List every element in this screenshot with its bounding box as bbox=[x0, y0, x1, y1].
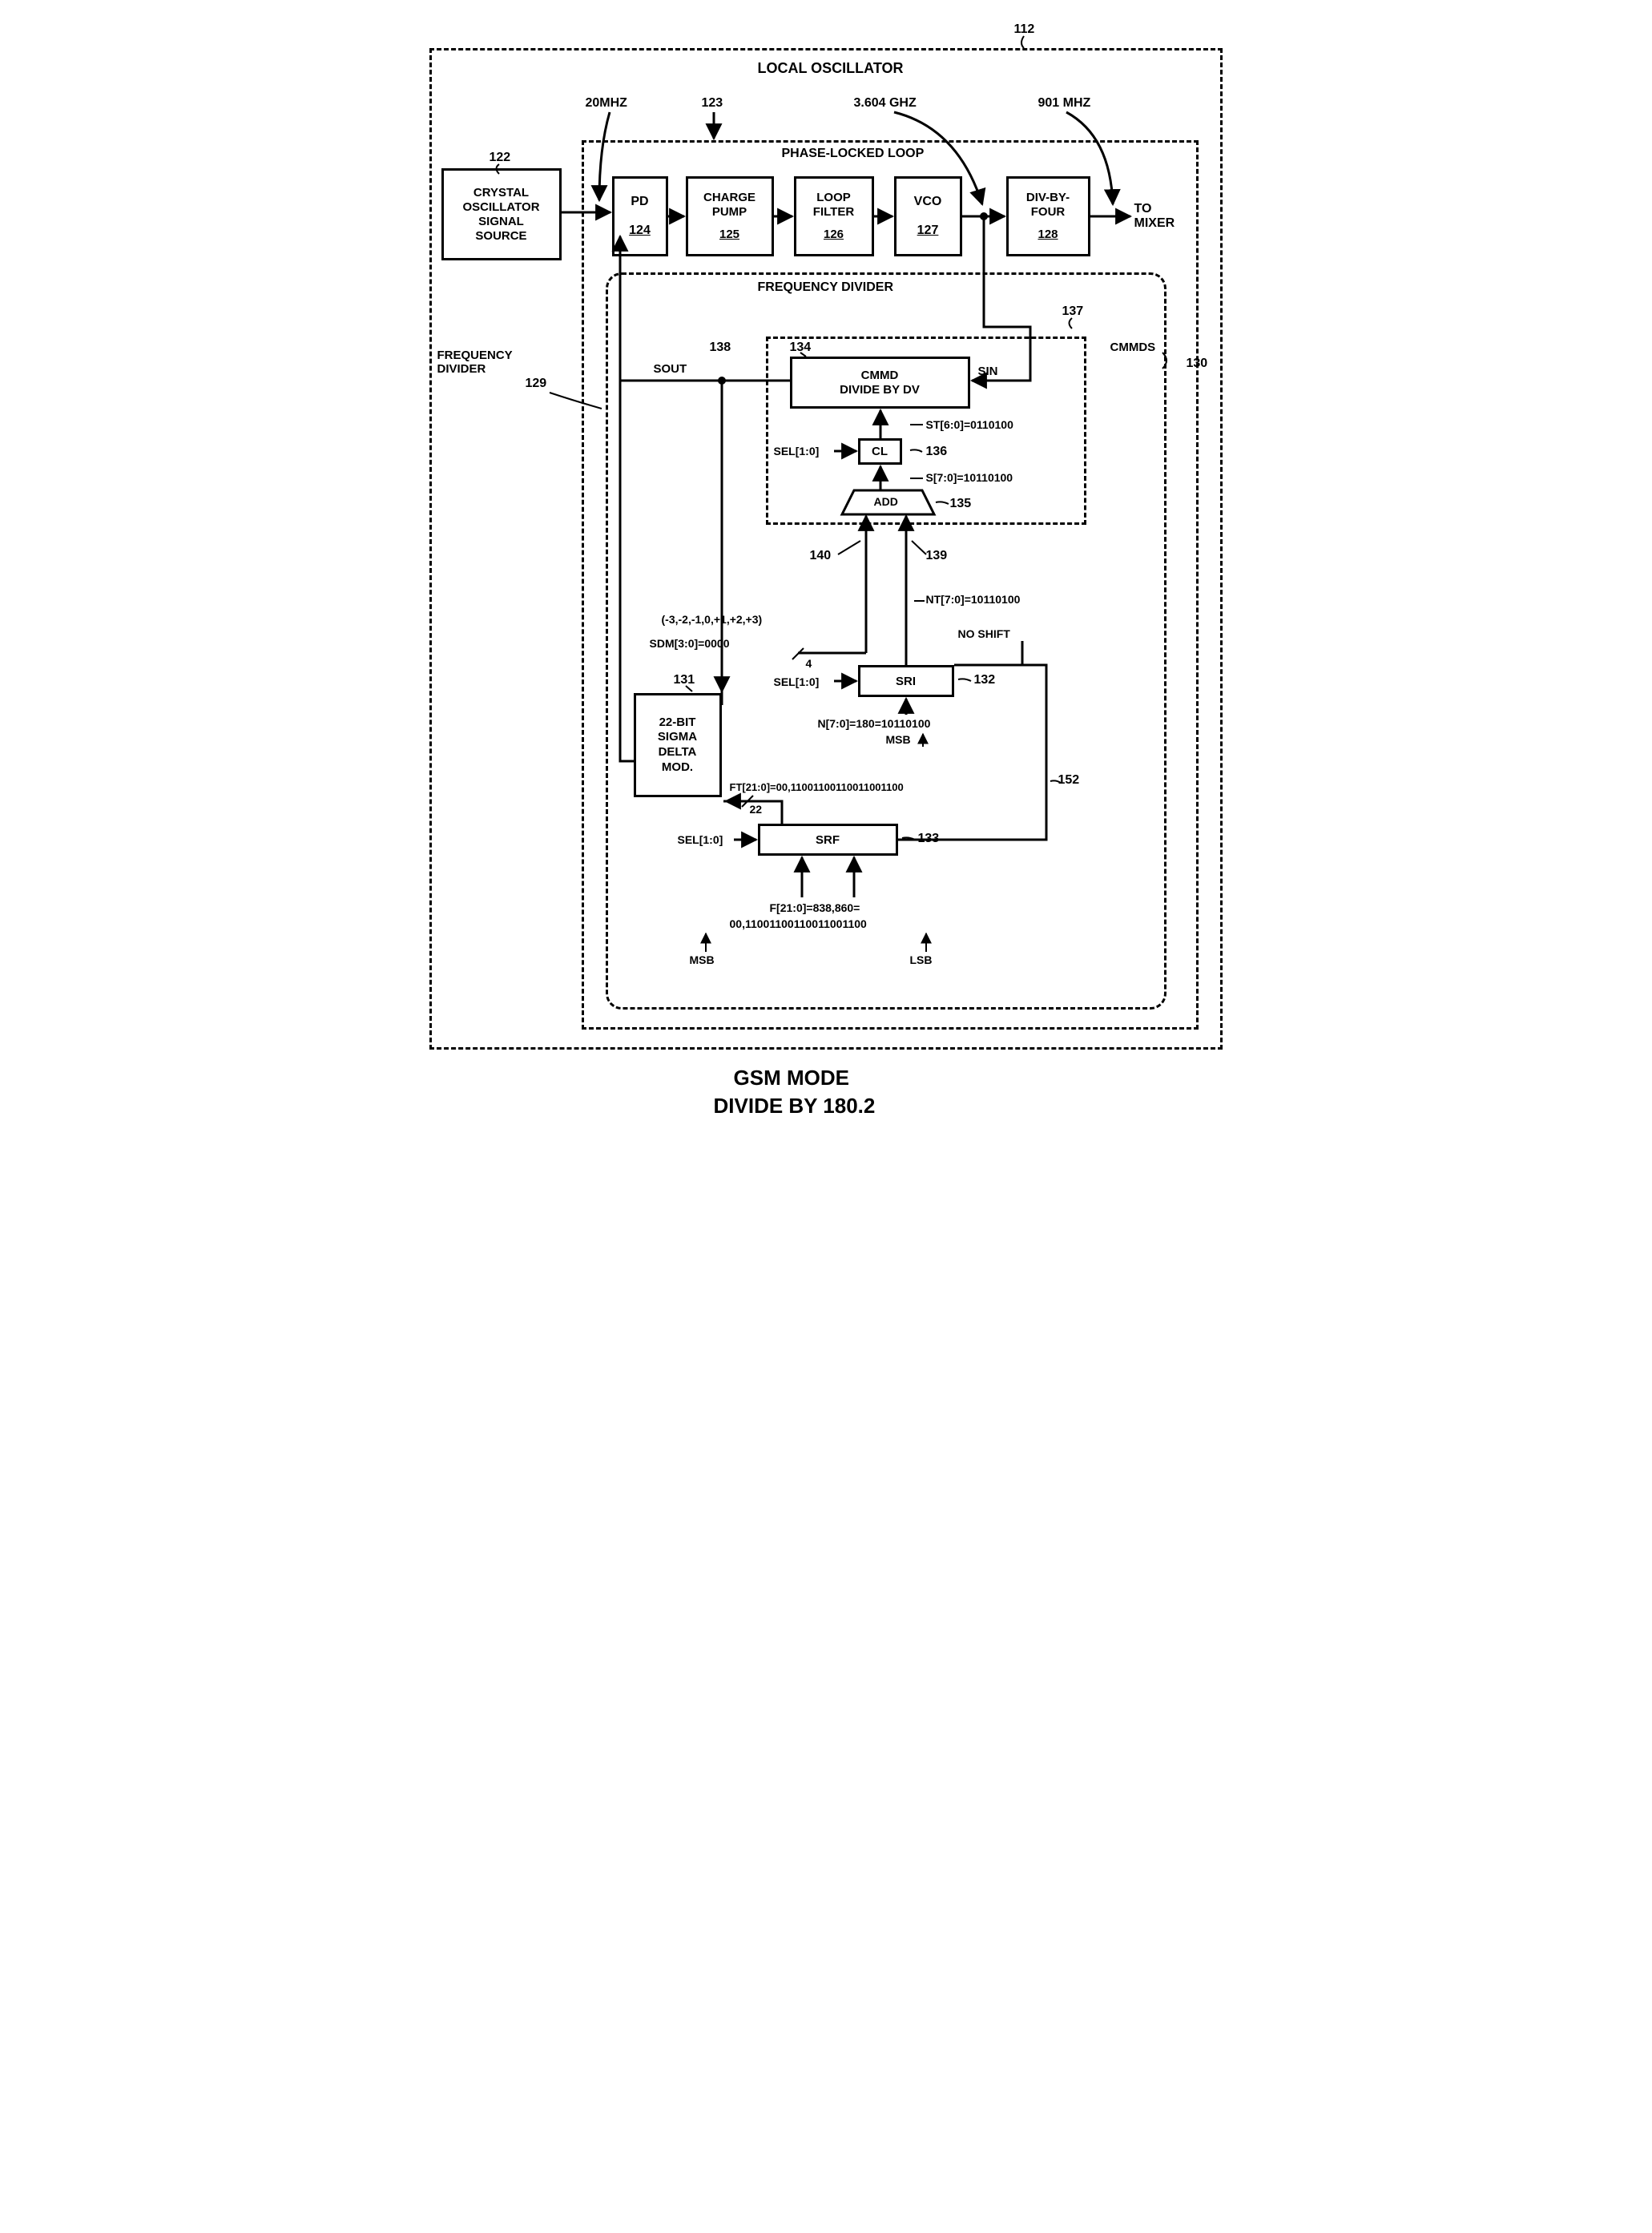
n70-label: N[7:0]=180=10110100 bbox=[818, 717, 931, 730]
ref-138: 138 bbox=[710, 341, 731, 355]
ref-123: 123 bbox=[702, 96, 723, 111]
add-text: ADD bbox=[874, 495, 898, 508]
st-label: ST[6:0]=0110100 bbox=[926, 418, 1013, 431]
footer2: DIVIDE BY 180.2 bbox=[714, 1094, 876, 1119]
tomixer-text: TOMIXER bbox=[1134, 202, 1175, 231]
ref-136: 136 bbox=[926, 445, 948, 459]
label-901mhz: 901 MHZ bbox=[1038, 96, 1091, 111]
crystal-osc-text: CRYSTALOSCILLATORSIGNALSOURCE bbox=[462, 186, 539, 244]
ref-112: 112 bbox=[1014, 22, 1035, 37]
ref-152: 152 bbox=[1058, 773, 1080, 788]
sout-label: SOUT bbox=[654, 362, 687, 376]
pd-text: PD bbox=[631, 195, 648, 209]
srf-box: SRF bbox=[758, 824, 898, 856]
ref-137: 137 bbox=[1062, 304, 1084, 319]
ref-139: 139 bbox=[926, 549, 948, 563]
sri-text: SRI bbox=[896, 675, 916, 688]
pd-ref: 124 bbox=[629, 224, 651, 238]
ref-131: 131 bbox=[674, 673, 695, 687]
vco-box: VCO 127 bbox=[894, 176, 962, 256]
nt70-label: NT[7:0]=10110100 bbox=[926, 593, 1021, 606]
ref-135: 135 bbox=[950, 497, 972, 511]
div4-ref: 128 bbox=[1038, 228, 1058, 242]
pd-box: PD 124 bbox=[612, 176, 668, 256]
cl-text: CL bbox=[872, 445, 888, 458]
cl-box: CL bbox=[858, 438, 902, 465]
title-fd: FREQUENCY DIVIDER bbox=[758, 280, 894, 295]
sdm30: SDM[3:0]=0000 bbox=[650, 637, 730, 650]
ref-129: 129 bbox=[526, 377, 547, 391]
ref-122: 122 bbox=[490, 151, 511, 165]
lf-text: LOOPFILTER bbox=[813, 191, 854, 220]
sel-a: SEL[1:0] bbox=[774, 445, 820, 457]
title-pll: PHASE-LOCKED LOOP bbox=[782, 147, 925, 161]
label-20mhz: 20MHZ bbox=[586, 96, 627, 111]
lsb: LSB bbox=[910, 953, 933, 966]
freqdiv-side-label: FREQUENCYDIVIDER bbox=[437, 349, 513, 376]
sdm-vals: (-3,-2,-1,0,+1,+2,+3) bbox=[662, 613, 763, 626]
title-local-oscillator: LOCAL OSCILLATOR bbox=[758, 60, 904, 77]
crystal-osc-box: CRYSTALOSCILLATORSIGNALSOURCE bbox=[441, 168, 562, 260]
vco-ref: 127 bbox=[917, 224, 939, 238]
ref-140: 140 bbox=[810, 549, 832, 563]
cmmd-box: CMMDDIVIDE BY DV bbox=[790, 357, 970, 409]
sel-c: SEL[1:0] bbox=[678, 833, 723, 846]
div4-text: DIV-BY-FOUR bbox=[1026, 191, 1070, 220]
cp-text: CHARGEPUMP bbox=[703, 191, 755, 220]
ref-130: 130 bbox=[1187, 357, 1208, 371]
sri-box: SRI bbox=[858, 665, 954, 697]
cmmd-text: CMMDDIVIDE BY DV bbox=[840, 369, 920, 397]
label-3604ghz: 3.604 GHZ bbox=[854, 96, 917, 111]
vco-text: VCO bbox=[914, 195, 942, 209]
srf-text: SRF bbox=[816, 833, 840, 847]
slash22: 22 bbox=[750, 803, 763, 816]
ref-133: 133 bbox=[918, 832, 940, 846]
msb1: MSB bbox=[886, 733, 911, 746]
ref-132: 132 bbox=[974, 673, 996, 687]
cp-ref: 125 bbox=[719, 228, 739, 242]
msb2: MSB bbox=[690, 953, 715, 966]
footer1: GSM MODE bbox=[734, 1066, 849, 1090]
div4-box: DIV-BY-FOUR 128 bbox=[1006, 176, 1090, 256]
sin-label: SIN bbox=[978, 365, 998, 378]
cp-box: CHARGEPUMP 125 bbox=[686, 176, 774, 256]
s70-label: S[7:0]=10110100 bbox=[926, 471, 1013, 484]
f210b: 00,11001100110011001100 bbox=[730, 917, 867, 930]
diagram-canvas: 112 LOCAL OSCILLATOR 20MHZ 123 3.604 GHZ… bbox=[413, 16, 1239, 1132]
f210a: F[21:0]=838,860= bbox=[770, 901, 860, 914]
sigma-text: 22-BITSIGMADELTAMOD. bbox=[658, 715, 697, 776]
cmmds-label: CMMDS bbox=[1110, 341, 1156, 354]
ft210: FT[21:0]=00,11001100110011001100 bbox=[730, 781, 904, 793]
sigma-box: 22-BITSIGMADELTAMOD. bbox=[634, 693, 722, 797]
lf-ref: 126 bbox=[824, 228, 844, 242]
lf-box: LOOPFILTER 126 bbox=[794, 176, 874, 256]
slash4: 4 bbox=[806, 657, 812, 670]
sel-b: SEL[1:0] bbox=[774, 675, 820, 688]
noshift: NO SHIFT bbox=[958, 627, 1010, 640]
